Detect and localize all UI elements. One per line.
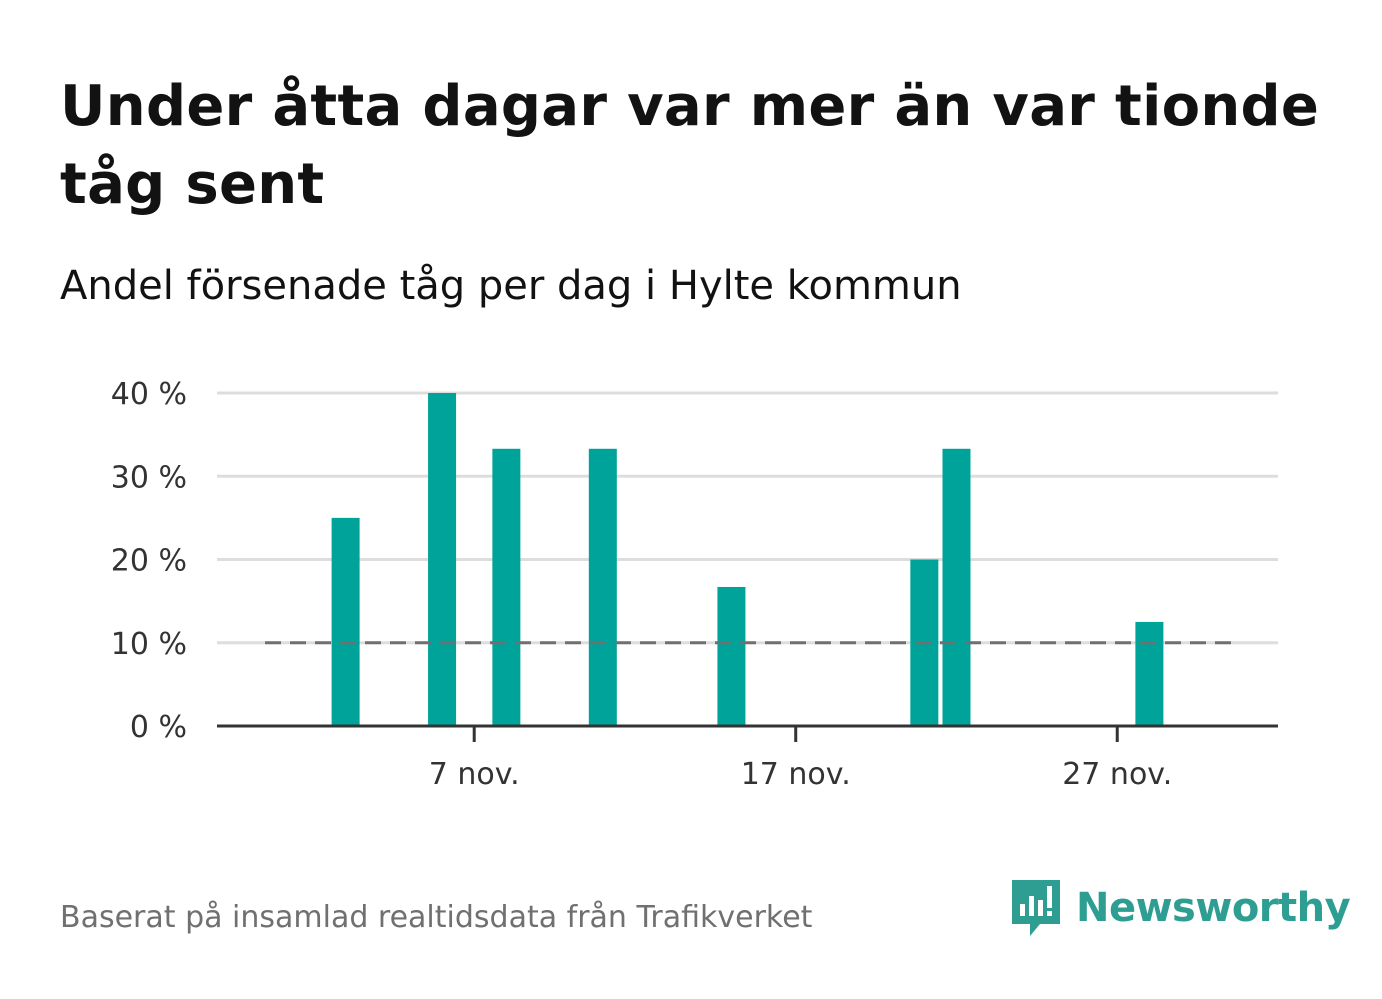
x-axis <box>217 724 1278 742</box>
y-tick-label: 0 % <box>130 710 187 745</box>
bar <box>717 586 746 726</box>
y-tick-label: 20 % <box>111 544 187 579</box>
source-note: Baserat på insamlad realtidsdata från Tr… <box>60 900 813 935</box>
y-tick-label: 30 % <box>111 460 187 495</box>
bar <box>942 448 971 726</box>
x-tick-label: 7 nov. <box>429 757 520 792</box>
axis-labels: 0 % 10 % 20 % 30 % 40 % 7 nov. 17 nov. 27 nov. <box>111 377 1172 792</box>
brand-name: Newsworthy <box>1076 885 1351 931</box>
grid-lines <box>217 391 1278 645</box>
bar <box>331 517 360 726</box>
bar <box>588 448 617 726</box>
newsworthy-logo-icon <box>1012 880 1060 936</box>
chart-title: Under åtta dagar var mer än var tionde t… <box>60 74 1320 217</box>
bars <box>331 393 1164 726</box>
bar <box>428 393 457 726</box>
y-tick-label: 10 % <box>111 627 187 662</box>
y-tick-label: 40 % <box>111 377 187 412</box>
bar <box>1135 621 1164 726</box>
x-tick-label: 27 nov. <box>1062 757 1172 792</box>
bar <box>492 448 521 726</box>
brand-logo: Newsworthy <box>1010 878 1351 938</box>
chart-subtitle: Andel försenade tåg per dag i Hylte komm… <box>60 263 962 309</box>
bar-chart: 0 % 10 % 20 % 30 % 40 % 7 nov. 17 nov. 27 nov. <box>111 377 1278 792</box>
x-tick-label: 17 nov. <box>741 757 851 792</box>
